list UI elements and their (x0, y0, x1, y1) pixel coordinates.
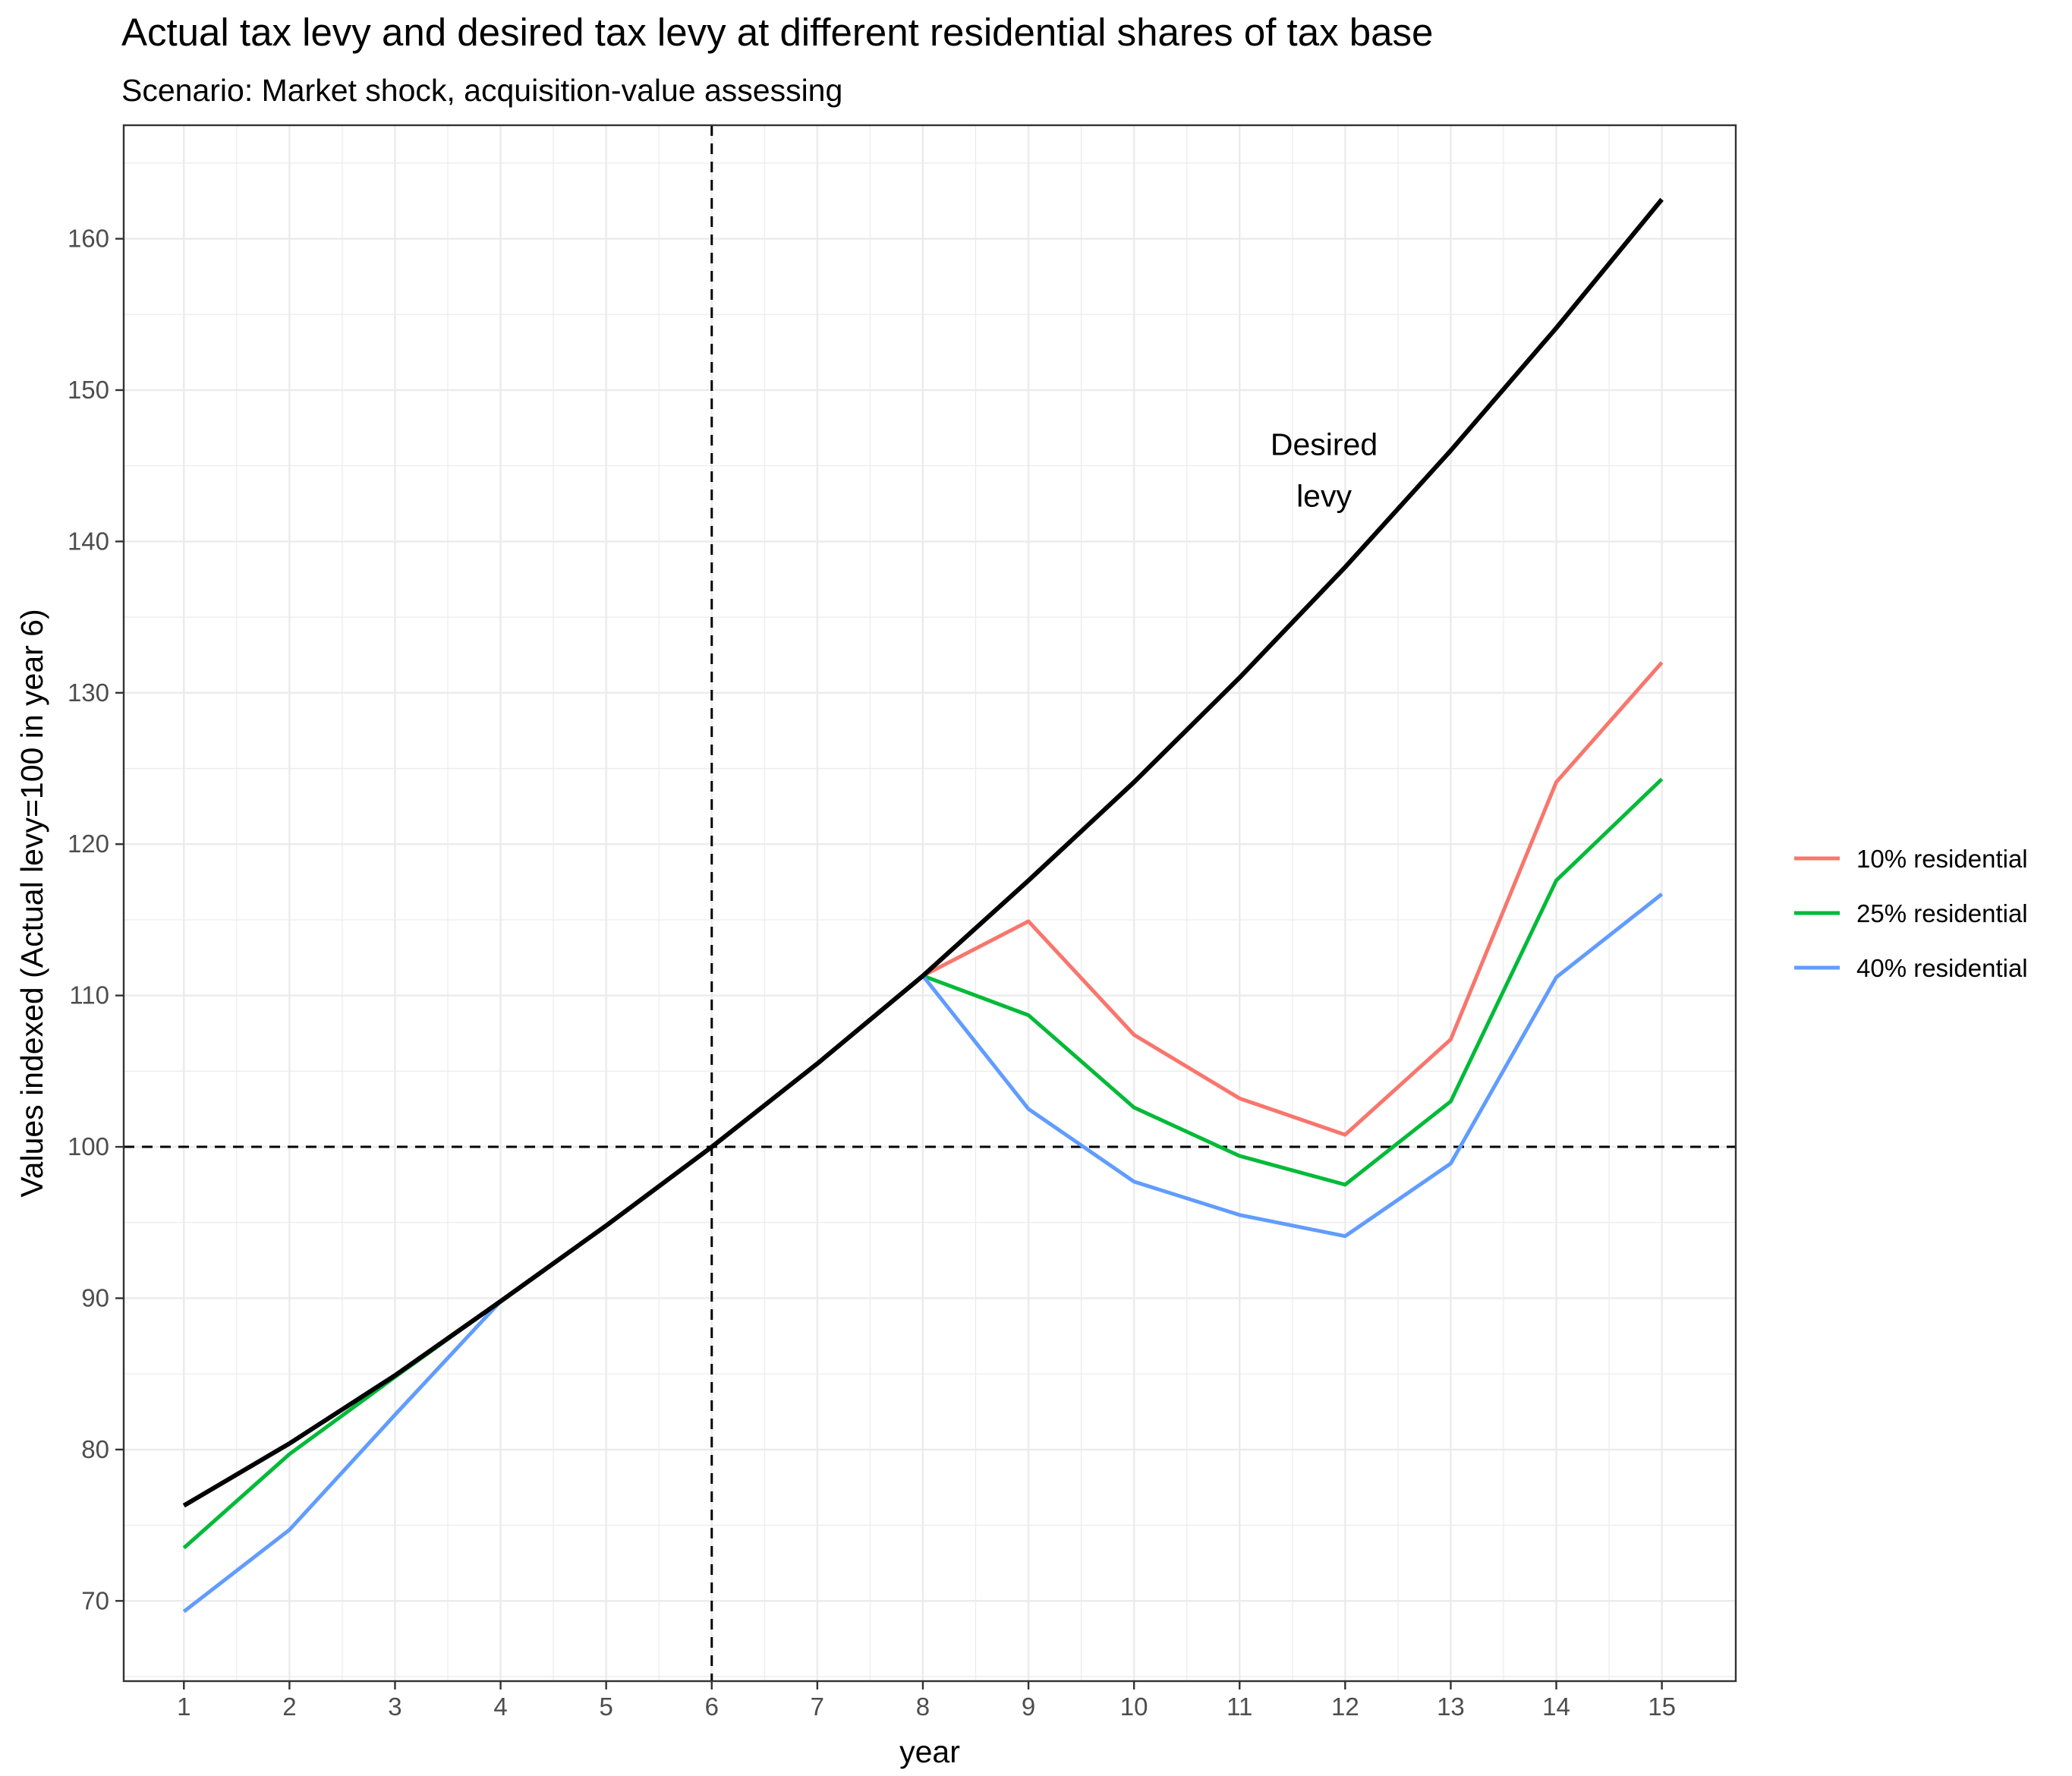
x-tick-label: 15 (1648, 1693, 1676, 1721)
series-line-10-residential (921, 661, 1664, 1137)
x-tick-label: 1 (177, 1693, 191, 1721)
series-lines (182, 197, 1664, 1614)
y-tick-label: 90 (81, 1283, 109, 1312)
annotation-text-line: Desired (1271, 427, 1378, 462)
x-tick-label: 11 (1227, 1693, 1252, 1721)
legend-label: 10% residential (1856, 845, 2028, 873)
x-tick-label: 8 (916, 1693, 930, 1721)
y-tick-label: 140 (68, 527, 109, 555)
y-tick-label: 150 (68, 376, 109, 404)
legend-label: 40% residential (1856, 954, 2028, 982)
x-tick-label: 5 (599, 1693, 612, 1721)
annotation-text-line: levy (1296, 479, 1352, 514)
legend-label: 25% residential (1856, 899, 2028, 927)
x-tick-label: 7 (811, 1693, 824, 1721)
legend: 10% residential 25% residential 40% reside… (1794, 845, 2028, 982)
x-tick-label: 14 (1542, 1693, 1570, 1721)
y-axis-title: Values indexed (Actual levy=100 in year … (14, 609, 49, 1197)
x-tick-label: 13 (1437, 1693, 1465, 1721)
y-tick-label: 120 (68, 830, 109, 858)
y-tick-label: 80 (81, 1435, 109, 1463)
x-tick-label: 4 (493, 1693, 507, 1721)
x-tick-label: 3 (388, 1693, 401, 1721)
x-tick-label: 2 (282, 1693, 296, 1721)
x-tick-label: 10 (1120, 1693, 1148, 1721)
reference-lines (124, 125, 1736, 1681)
y-tick-label: 70 (81, 1586, 109, 1614)
y-tick-label: 110 (69, 981, 109, 1009)
plot-panel-border (122, 124, 1737, 1683)
chart-title: Actual tax levy and desired tax levy at … (121, 11, 1433, 54)
y-axis-ticks: 70 80 90 100 110 120 130 140 150 160 (68, 225, 124, 1614)
y-tick-label: 100 (68, 1132, 109, 1160)
y-tick-label: 130 (68, 679, 109, 707)
series-line-desired-levy (182, 197, 1664, 1508)
y-tick-label: 160 (68, 225, 109, 253)
x-axis-title: year (899, 1734, 960, 1769)
x-tick-label: 12 (1331, 1693, 1359, 1721)
annotations: Desired levy (1271, 427, 1378, 514)
x-tick-label: 6 (705, 1693, 719, 1721)
x-tick-label: 9 (1022, 1693, 1035, 1721)
x-axis-ticks: 1 2 3 4 5 6 7 8 9 10 11 12 13 14 15 (177, 1681, 1676, 1721)
chart-subtitle: Scenario: Market shock, acquisition-valu… (121, 73, 842, 108)
